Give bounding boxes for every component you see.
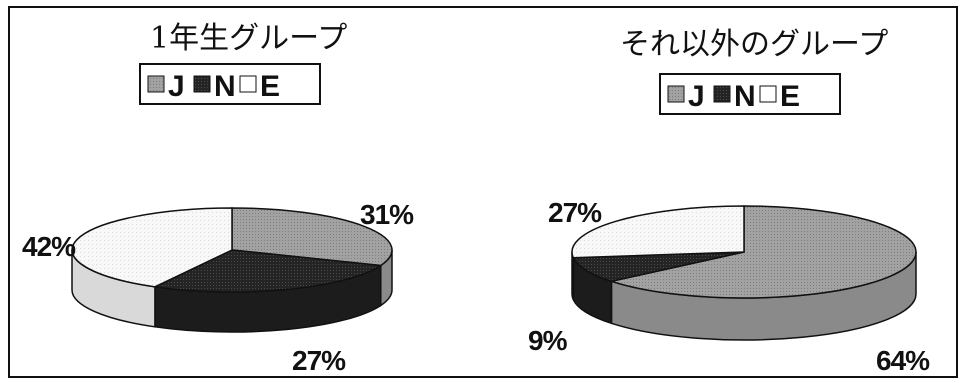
legend-swatch-n [193,75,211,93]
pie-slices-other-groups [571,205,917,341]
legend-swatch-e [239,75,257,93]
legend-swatch-e [759,85,777,103]
pie-chart-other-groups: それ以外のグループ J N E 27% 9% 64% [528,27,931,376]
legend-swatch-n [713,85,731,103]
pie-slice-e [571,205,745,259]
legend-swatch-j [147,75,165,93]
legend-box [139,63,321,105]
legend-label-e: E [260,70,280,103]
legend-first-year: J N E [139,63,321,105]
legend-box [659,73,841,115]
chart-title-other-groups: それ以外のグループ [620,27,888,62]
legend-swatch-j [667,85,685,103]
legend-label-n: N [214,70,236,103]
pie-slice-j [608,205,917,299]
pie-slices-first-year [71,207,393,333]
pie-slice-j [231,207,393,267]
legend-other-groups: J N E [659,73,841,115]
legend-label-j: J [168,70,185,103]
legend-label-e: E [780,80,800,113]
pie-side-e [571,251,575,301]
pie-slice-e [71,207,233,288]
pct-label-j: 31% [360,199,414,230]
pct-label-e: 42% [22,231,76,262]
chart-title-first-year: 1年生グループ [150,21,347,56]
pct-label-j: 64% [876,345,930,376]
legend-label-j: J [688,80,705,113]
legend-label-n: N [734,80,756,113]
pct-label-e: 27% [548,197,602,228]
pie-chart-first-year: 1年生グループ J N E 31% 27% 42% [22,21,415,376]
pct-label-n: 27% [292,345,346,376]
pct-label-n: 9% [528,325,568,356]
